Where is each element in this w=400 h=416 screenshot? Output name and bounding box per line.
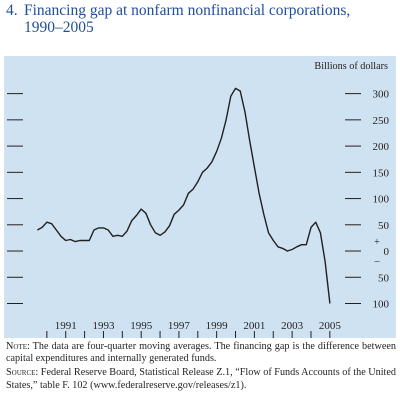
note-paragraph: Note: The data are four-quarter moving a… <box>6 341 396 365</box>
x-tick-label-1999: 1999 <box>206 320 229 332</box>
figure-notes: Note: The data are four-quarter moving a… <box>6 341 396 394</box>
figure-title-line1: Financing gap at nonfarm nonfinancial co… <box>24 2 351 19</box>
zero-minus-marker: _ <box>374 252 381 263</box>
financing-gap-chart: Billions of dollars 300 250 200 150 100 50 0 50… <box>4 56 396 338</box>
x-tick-labels: 1991 1993 1995 1997 1999 2001 2003 2005 <box>55 320 342 332</box>
source-text: Federal Reserve Board, Statistical Relea… <box>6 367 396 391</box>
zero-plus-marker: + <box>374 237 380 248</box>
x-tick-label-1995: 1995 <box>130 320 153 332</box>
unit-label: Billions of dollars <box>314 61 388 72</box>
figure-title: 4. Financing gap at nonfarm nonfinancial … <box>6 2 398 36</box>
right-tick-marks <box>345 93 361 305</box>
y-tick-label-200: 200 <box>373 141 390 153</box>
y-tick-label--50: 50 <box>378 272 390 284</box>
financing-gap-line <box>37 87 331 304</box>
y-tick-labels: 300 250 200 150 100 50 0 50 100 <box>373 89 390 311</box>
x-tick-label-2005: 2005 <box>319 320 342 332</box>
source-label: Source: <box>6 367 39 379</box>
figure-number: 4. <box>6 2 18 19</box>
x-tick-label-1997: 1997 <box>168 320 191 332</box>
y-tick-label-300: 300 <box>373 89 390 101</box>
note-label: Note: <box>6 341 30 352</box>
x-tick-label-2001: 2001 <box>243 320 265 332</box>
x-tick-label-1991: 1991 <box>55 320 77 332</box>
source-paragraph: Source: Federal Reserve Board, Statistic… <box>6 367 396 391</box>
x-tick-label-2003: 2003 <box>281 320 304 332</box>
note-text: The data are four-quarter moving average… <box>6 341 396 365</box>
plot-panel <box>4 56 396 338</box>
y-tick-label-150: 150 <box>373 167 390 179</box>
left-tick-marks <box>7 93 23 305</box>
x-tick-label-1993: 1993 <box>92 320 115 332</box>
y-tick-label-0: 0 <box>384 246 390 258</box>
zero-markers: +_ <box>374 237 381 263</box>
figure-title-line2: 1990–2005 <box>24 19 94 36</box>
y-tick-label-50: 50 <box>378 220 390 232</box>
y-tick-label-100: 100 <box>373 194 390 206</box>
x-tick-marks <box>46 331 331 338</box>
y-tick-label-250: 250 <box>373 115 390 127</box>
y-tick-label--100: 100 <box>373 299 390 311</box>
